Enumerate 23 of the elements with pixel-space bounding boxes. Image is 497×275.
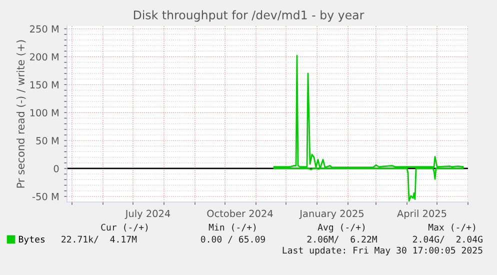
x-tick-label: July 2024 xyxy=(124,210,170,220)
y-tick-label: 200 M xyxy=(30,53,58,61)
text: 2.04G/ 2.04G xyxy=(413,236,482,244)
y-axis-title: Pr second read (-) / write (+) xyxy=(16,40,26,188)
text: Last update: Fri May 30 17:00:05 2025 xyxy=(282,246,482,256)
text: Avg (-/+) xyxy=(318,224,365,232)
text: 0.00 / 65.09 xyxy=(200,236,265,244)
y-tick-label: 100 M xyxy=(30,109,58,116)
text: 2.06M/ 6.22M xyxy=(307,236,377,244)
y-tick-label: 150 M xyxy=(30,81,58,88)
text: Max (-/+) xyxy=(428,224,476,232)
text: Cur (-/+) xyxy=(101,224,148,232)
text: Min (-/+) xyxy=(208,224,256,232)
y-tick-label: -50 M xyxy=(32,192,58,200)
chart-title: Disk throughput for /dev/md1 - by year xyxy=(134,10,364,22)
legend-label: Bytes xyxy=(18,236,45,244)
y-tick-label: 0 xyxy=(54,164,59,172)
x-tick-label: January 2025 xyxy=(299,210,364,220)
x-tick-label: October 2024 xyxy=(207,210,273,218)
text: 22.71k/ 4.17M xyxy=(62,236,137,244)
x-tick-label: April 2025 xyxy=(397,210,446,220)
y-tick-label: 50 M xyxy=(36,137,58,144)
y-tick-label: 250 M xyxy=(30,25,58,33)
